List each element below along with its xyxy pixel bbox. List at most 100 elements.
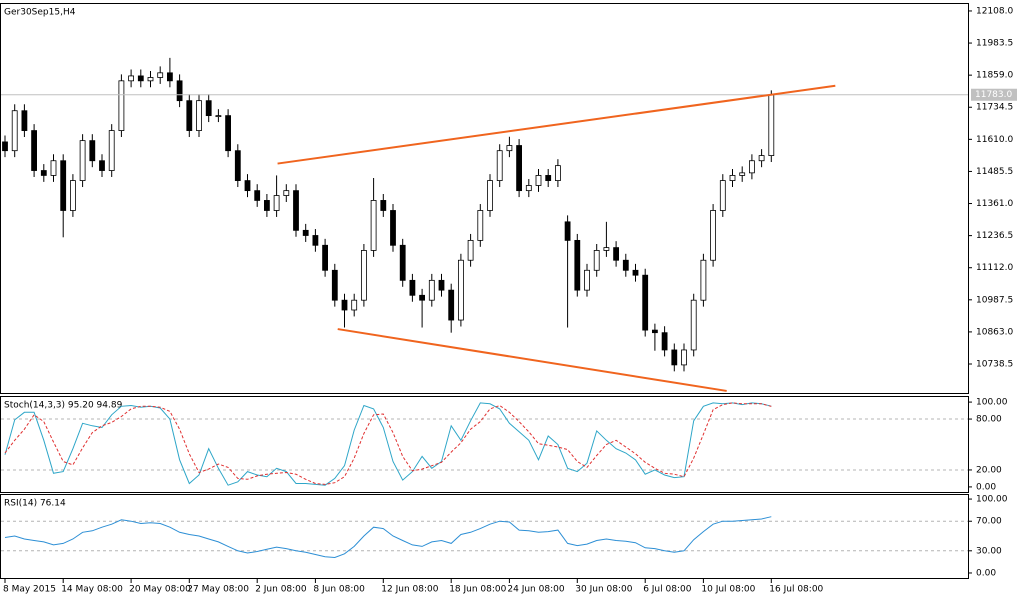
x-tick-label: 6 Jul 08:00	[643, 585, 692, 595]
candle-body	[574, 239, 581, 291]
y-tick-label: 10863.0	[976, 327, 1013, 337]
y-tick-label: 12108.0	[976, 6, 1013, 16]
candle-body	[108, 130, 115, 171]
candle-body	[584, 269, 590, 291]
candle-body	[496, 150, 503, 181]
y-tick-label: 0.00	[976, 568, 996, 578]
panel-title: RSI(14) 76.14	[4, 499, 66, 509]
candle-body	[399, 244, 406, 281]
x-tick-label: 24 Jun 08:00	[507, 585, 564, 595]
candle-body	[254, 190, 261, 201]
candle-body	[360, 250, 367, 301]
candle-body	[312, 235, 319, 246]
candle-body	[89, 140, 96, 162]
candle-body	[603, 247, 610, 251]
candle-body	[293, 190, 299, 231]
x-tick-label: 2 Jun 08:00	[255, 585, 307, 595]
plot: Ger30Sep15,H4 12108.0 11983.5 11859.0 11734.…	[1, 6, 1017, 595]
candle-body	[545, 175, 552, 181]
candle-body	[428, 279, 435, 301]
candle-body	[710, 210, 716, 261]
candle-body	[322, 244, 329, 271]
candle-body	[555, 165, 561, 181]
candle-body	[147, 77, 154, 82]
candle-body	[205, 100, 212, 117]
y-tick-label: 100.00	[976, 495, 1008, 505]
last-price-label: 11783.0	[975, 90, 1012, 100]
candle-body	[186, 100, 193, 131]
y-tick-label: 11610.0	[976, 135, 1013, 145]
candle-body	[739, 172, 746, 176]
y-tick-label: 30.00	[976, 546, 1002, 556]
candle-body	[593, 250, 600, 271]
candle-body	[535, 175, 542, 186]
y-tick-label: 11734.5	[976, 103, 1013, 113]
candle-body	[661, 332, 668, 351]
y-tick-label: 80.00	[976, 415, 1002, 425]
candle-body	[457, 259, 464, 321]
panel-title: Stoch(14,3,3) 95.20 94.89	[4, 401, 123, 411]
candle-body	[652, 329, 658, 334]
candle-body	[477, 210, 484, 241]
candle-body	[642, 274, 649, 331]
candle-body	[234, 150, 241, 181]
candle-body	[273, 195, 280, 211]
x-tick-label: 8 Jun 08:00	[313, 585, 365, 595]
candle-body	[632, 269, 639, 276]
candle-body	[70, 180, 76, 211]
series-line	[4, 516, 772, 559]
candle-body	[21, 110, 28, 131]
candle-body	[99, 160, 105, 171]
y-tick-label: 100.00	[976, 398, 1008, 408]
trendline	[277, 84, 836, 165]
y-tick-label: 11485.5	[976, 167, 1013, 177]
x-tick-label: 12 Jun 08:00	[381, 585, 438, 595]
x-tick-label: 18 Jun 08:00	[449, 585, 506, 595]
stoch-panel	[0, 396, 969, 493]
candle-body	[419, 294, 426, 301]
candle-body	[137, 75, 144, 82]
series-line	[4, 402, 772, 485]
candle-body	[341, 299, 348, 311]
x-tick-label: 30 Jun 08:00	[575, 585, 632, 595]
x-tick-label: 27 May 08:00	[187, 585, 249, 595]
candle-body	[768, 94, 775, 156]
candle-body	[681, 349, 687, 366]
candle-body	[690, 299, 697, 351]
candle-body	[438, 279, 445, 291]
candle-body	[244, 180, 251, 192]
y-tick-label: 20.00	[976, 465, 1002, 475]
candle-body	[11, 110, 18, 152]
candle-body	[50, 160, 57, 176]
candle-body	[157, 72, 164, 78]
candle-body	[467, 239, 474, 261]
y-tick-label: 70.00	[976, 517, 1002, 527]
candle-body	[487, 180, 493, 211]
candle-body	[671, 349, 678, 366]
candle-body	[176, 80, 183, 102]
candle-body	[380, 200, 387, 211]
candle-body	[613, 247, 619, 261]
candle-body	[390, 210, 396, 246]
x-tick-label: 20 May 08:00	[129, 585, 191, 595]
candle-body	[166, 72, 173, 82]
y-tick-label: 0.00	[976, 482, 996, 492]
candle-body	[128, 75, 135, 82]
candle-body	[749, 160, 755, 174]
y-tick-label: 11859.0	[976, 71, 1013, 81]
candle-body	[525, 185, 532, 192]
candle-body	[370, 200, 377, 251]
price-panel	[0, 3, 969, 394]
candle-body	[719, 180, 726, 211]
panel-title: Ger30Sep15,H4	[4, 8, 76, 18]
series-line	[4, 402, 772, 486]
y-tick-label: 11112.0	[976, 263, 1013, 273]
candle-body	[225, 115, 232, 152]
y-tick-label: 10738.5	[976, 359, 1013, 369]
candle-body	[409, 279, 416, 296]
candle-body	[196, 100, 202, 131]
x-tick-label: 14 May 08:00	[61, 585, 123, 595]
